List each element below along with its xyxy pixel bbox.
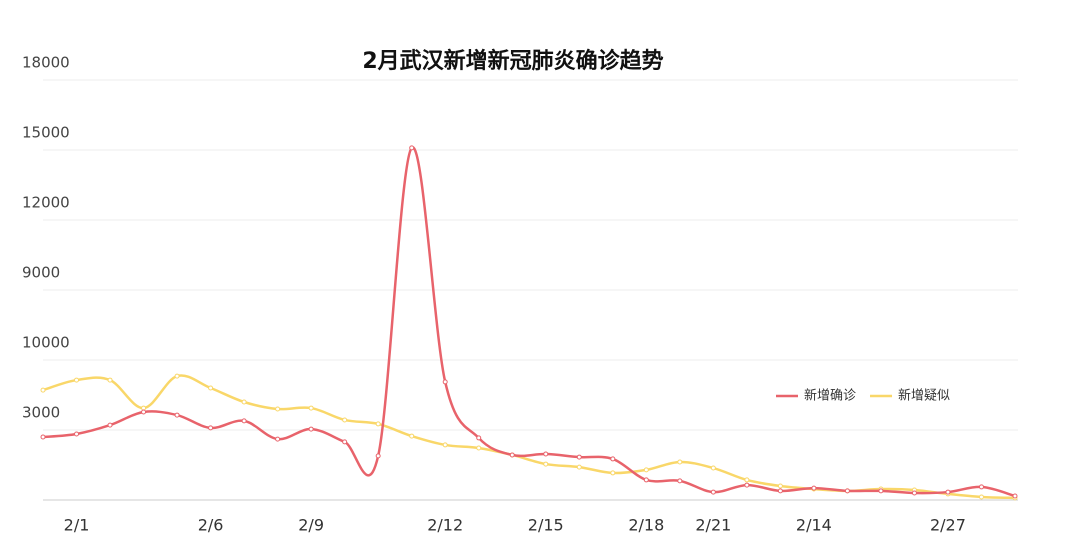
point [610, 456, 616, 462]
point [174, 412, 180, 418]
point [744, 482, 750, 488]
point [744, 477, 750, 483]
point [208, 425, 214, 431]
point [1012, 493, 1018, 499]
x-tick-label: 2/21 [695, 516, 731, 535]
point [978, 484, 984, 490]
point [945, 489, 951, 495]
point [476, 435, 482, 441]
y-tick-label: 15000 [22, 124, 70, 142]
point [677, 459, 683, 465]
x-tick-label: 2/15 [528, 516, 564, 535]
point [710, 489, 716, 495]
point [643, 467, 649, 473]
x-tick-label: 2/27 [930, 516, 966, 535]
point [543, 451, 549, 457]
point [576, 454, 582, 460]
point [409, 145, 415, 151]
x-tick-label: 2/9 [298, 516, 324, 535]
series-line [42, 146, 1016, 498]
point [610, 470, 616, 476]
point [509, 452, 515, 458]
point [40, 434, 46, 440]
x-tick-label: 2/14 [796, 516, 832, 535]
x-tick-label: 2/12 [427, 516, 463, 535]
point [241, 399, 247, 405]
point [777, 488, 783, 494]
y-tick-label: 3000 [22, 404, 60, 422]
point [308, 405, 314, 411]
chart-title: 2月武汉新增新冠肺炎确诊趋势 [362, 48, 663, 74]
point [442, 379, 448, 385]
x-tick-label: 2/18 [628, 516, 664, 535]
y-tick-label: 10000 [22, 334, 70, 352]
point [275, 406, 281, 412]
point [643, 477, 649, 483]
point [208, 385, 214, 391]
point [375, 453, 381, 459]
point [141, 409, 147, 415]
point [878, 488, 884, 494]
point [811, 485, 817, 491]
series-line [42, 374, 1016, 500]
x-tick-label: 2/6 [198, 516, 224, 535]
point [543, 461, 549, 467]
point [275, 436, 281, 442]
x-tick-label: 2/1 [64, 516, 90, 535]
point [375, 421, 381, 427]
point [342, 417, 348, 423]
point [710, 465, 716, 471]
point [844, 488, 850, 494]
point [777, 483, 783, 489]
point [141, 405, 147, 411]
point [40, 387, 46, 393]
point [74, 431, 80, 437]
legend-label: 新增疑似 [898, 388, 950, 404]
y-tick-label: 12000 [22, 194, 70, 212]
point [241, 418, 247, 424]
point [107, 422, 113, 428]
point [342, 439, 348, 445]
point [107, 377, 113, 383]
point [409, 433, 415, 439]
point [174, 373, 180, 379]
point [576, 464, 582, 470]
point [308, 426, 314, 432]
y-tick-label: 18000 [22, 54, 70, 72]
y-tick-label: 9000 [22, 264, 60, 282]
point [74, 377, 80, 383]
point [911, 490, 917, 496]
point [978, 494, 984, 500]
point [677, 478, 683, 484]
point [476, 445, 482, 451]
legend-label: 新增确诊 [804, 388, 856, 404]
point [442, 442, 448, 448]
